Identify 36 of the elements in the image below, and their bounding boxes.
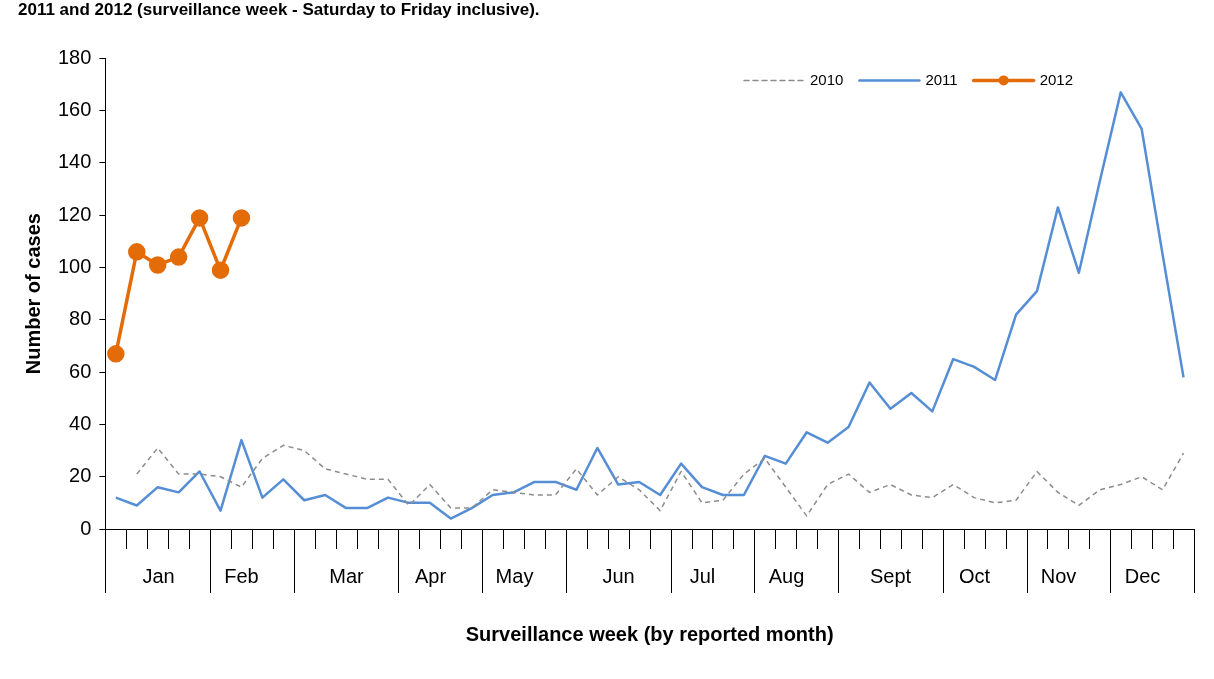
x-tick-label: Mar	[329, 564, 365, 587]
y-tick-label: 180	[57, 45, 92, 68]
y-tick-label: 60	[69, 359, 92, 382]
x-tick-label: May	[495, 564, 534, 587]
point	[232, 209, 251, 227]
point	[190, 209, 209, 227]
legend-label: 2010	[810, 70, 844, 88]
y-tick-label: 0	[80, 516, 92, 539]
x-tick-label: Jan	[142, 564, 175, 587]
x-tick-label: Sept	[869, 564, 912, 587]
x-axis-title: Surveillance week (by reported month)	[465, 622, 834, 645]
y-tick-label: 120	[57, 202, 92, 225]
x-tick-label: Feb	[224, 564, 259, 587]
line-series	[136, 444, 1185, 517]
y-tick-label: 20	[69, 464, 92, 487]
y-tick-label: 140	[57, 150, 92, 173]
legend-label: 2011	[925, 70, 958, 88]
point	[107, 345, 125, 363]
x-tick-label: Jul	[689, 564, 716, 587]
x-tick-label: Nov	[1040, 564, 1077, 587]
point	[211, 261, 230, 279]
x-tick-label: Aug	[768, 564, 805, 587]
y-axis-title: Number of cases	[21, 213, 44, 375]
chart-title: 2011 and 2012 (surveillance week - Saturday to Friday inclusive).	[18, 0, 540, 19]
x-tick-label: Dec	[1124, 564, 1161, 587]
x-tick-label: Oct	[958, 564, 991, 587]
point	[128, 243, 146, 261]
legend-label: 2012	[1039, 70, 1074, 88]
y-tick-label: 80	[69, 307, 92, 330]
point	[148, 256, 167, 274]
y-tick-label: 100	[57, 255, 92, 278]
y-tick-label: 40	[69, 411, 92, 434]
y-tick-label: 160	[57, 98, 92, 121]
x-tick-label: Apr	[414, 564, 447, 587]
point	[169, 248, 188, 266]
x-tick-label: Jun	[602, 564, 635, 587]
